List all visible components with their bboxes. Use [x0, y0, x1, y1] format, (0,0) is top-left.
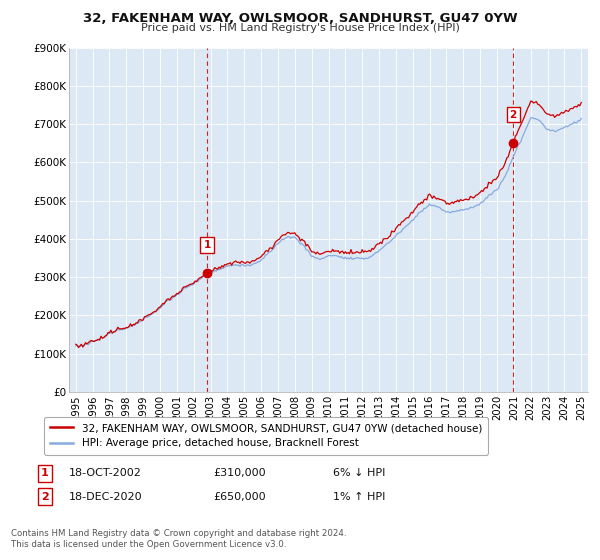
- Text: 1% ↑ HPI: 1% ↑ HPI: [333, 492, 385, 502]
- Text: £310,000: £310,000: [213, 468, 266, 478]
- Text: 1: 1: [203, 240, 211, 250]
- Text: 2: 2: [41, 492, 49, 502]
- Text: 1: 1: [41, 468, 49, 478]
- Text: 18-DEC-2020: 18-DEC-2020: [69, 492, 143, 502]
- Text: Price paid vs. HM Land Registry's House Price Index (HPI): Price paid vs. HM Land Registry's House …: [140, 23, 460, 33]
- Text: £650,000: £650,000: [213, 492, 266, 502]
- Legend: 32, FAKENHAM WAY, OWLSMOOR, SANDHURST, GU47 0YW (detached house), HPI: Average p: 32, FAKENHAM WAY, OWLSMOOR, SANDHURST, G…: [44, 417, 488, 455]
- Text: 18-OCT-2002: 18-OCT-2002: [69, 468, 142, 478]
- Text: 6% ↓ HPI: 6% ↓ HPI: [333, 468, 385, 478]
- Text: 2: 2: [509, 110, 517, 120]
- Text: 32, FAKENHAM WAY, OWLSMOOR, SANDHURST, GU47 0YW: 32, FAKENHAM WAY, OWLSMOOR, SANDHURST, G…: [83, 12, 517, 25]
- Text: Contains HM Land Registry data © Crown copyright and database right 2024.
This d: Contains HM Land Registry data © Crown c…: [11, 529, 346, 549]
